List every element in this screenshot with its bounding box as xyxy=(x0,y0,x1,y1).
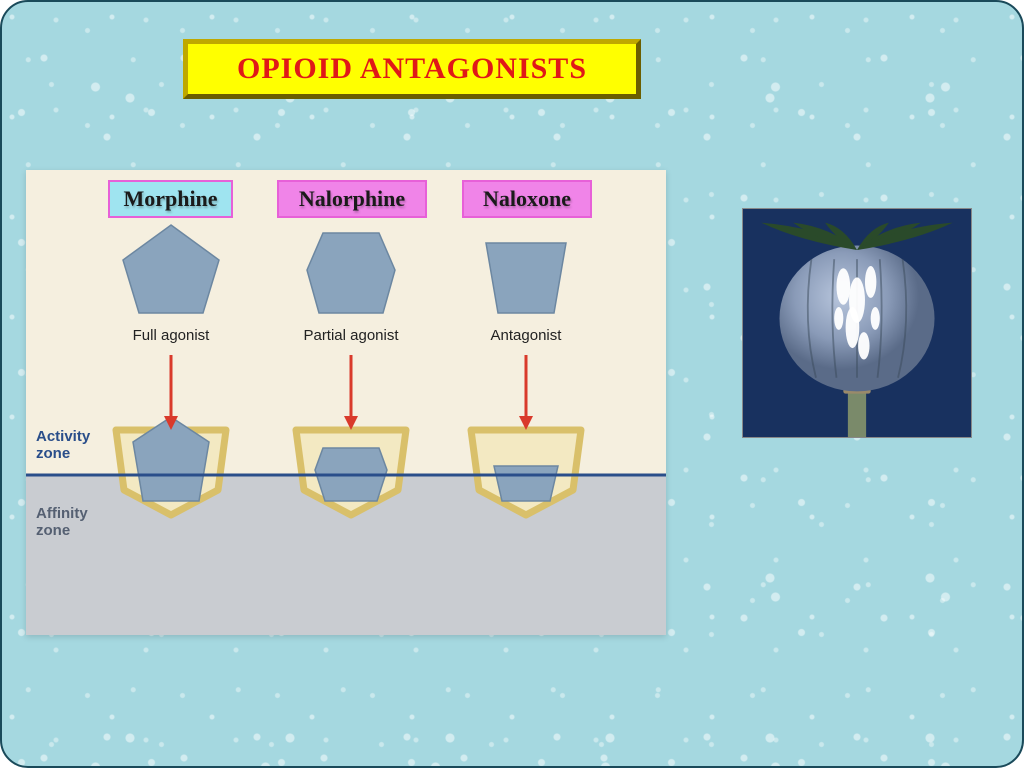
drug-label-naloxone: Naloxone xyxy=(462,180,592,218)
role-label: Full agonist xyxy=(133,327,211,344)
slide: OPIOID ANTAGONISTS Full agonist Partial a… xyxy=(0,0,1024,768)
poppy-image xyxy=(742,208,972,438)
role-label: Partial agonist xyxy=(303,327,399,344)
diagram-svg: Full agonist Partial agonist Antagonist xyxy=(26,170,666,635)
agonist-diagram: Full agonist Partial agonist Antagonist Mo… xyxy=(26,170,666,635)
drug-label-nalorphine: Nalorphine xyxy=(277,180,427,218)
ligand-shape-1 xyxy=(307,233,395,313)
ligand-shape-2 xyxy=(486,243,566,313)
drug-label-morphine: Morphine xyxy=(108,180,233,218)
role-label: Antagonist xyxy=(491,327,563,344)
affinity-zone-label: Affinity zone xyxy=(36,505,88,539)
poppy-svg xyxy=(743,209,971,437)
activity-zone-label: Activity zone xyxy=(36,428,90,462)
title-banner: OPIOID ANTAGONISTS xyxy=(183,39,641,99)
